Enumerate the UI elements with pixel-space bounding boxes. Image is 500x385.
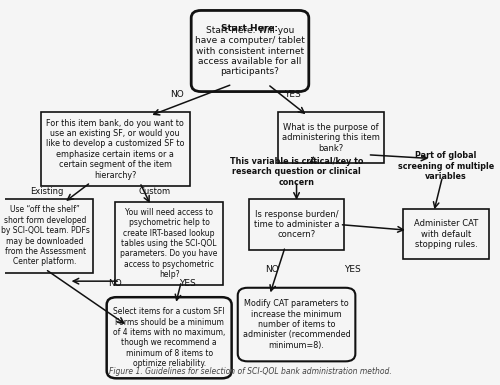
Text: NO: NO xyxy=(170,90,184,99)
FancyBboxPatch shape xyxy=(278,112,384,163)
Text: Use “off the shelf”
short form developed
by SCI-QOL team. PDFs
may be downloaded: Use “off the shelf” short form developed… xyxy=(0,205,90,266)
FancyBboxPatch shape xyxy=(0,199,93,273)
Text: YES: YES xyxy=(284,90,300,99)
Text: This variable is critical/key to
research question or clinical
concern: This variable is critical/key to researc… xyxy=(230,157,363,187)
Text: Custom: Custom xyxy=(138,187,170,196)
FancyBboxPatch shape xyxy=(403,209,489,259)
FancyBboxPatch shape xyxy=(249,199,344,250)
Text: Part of global
screening of multiple
variables: Part of global screening of multiple var… xyxy=(398,151,494,181)
Text: What is the purpose of
administering this item
bank?: What is the purpose of administering thi… xyxy=(282,123,380,153)
Text: Administer CAT
with default
stopping rules.: Administer CAT with default stopping rul… xyxy=(414,219,478,249)
Text: Is response burden/
time to administer a
concern?: Is response burden/ time to administer a… xyxy=(254,210,340,239)
Text: Select items for a custom SFI
Forms should be a minimum
of 4 items with no maxim: Select items for a custom SFI Forms shou… xyxy=(113,307,226,368)
Text: NO: NO xyxy=(265,265,279,275)
FancyBboxPatch shape xyxy=(238,288,356,362)
FancyBboxPatch shape xyxy=(106,297,232,378)
FancyBboxPatch shape xyxy=(115,202,223,285)
Text: YES: YES xyxy=(180,279,196,288)
Text: YES: YES xyxy=(344,265,362,275)
Text: Start Here: Will you
have a computer/ tablet
with consistent internet
access ava: Start Here: Will you have a computer/ ta… xyxy=(195,26,305,76)
FancyBboxPatch shape xyxy=(40,112,190,186)
Text: Figure 1. Guidelines for selection of SCI-QOL bank administration method.: Figure 1. Guidelines for selection of SC… xyxy=(108,367,392,376)
Text: For this item bank, do you want to
use an existing SF, or would you
like to deve: For this item bank, do you want to use a… xyxy=(46,119,184,180)
FancyBboxPatch shape xyxy=(191,10,309,92)
Text: NO: NO xyxy=(108,279,122,288)
Text: Existing: Existing xyxy=(30,187,64,196)
Text: You will need access to
psychometric help to
create IRT-based lookup
tables usin: You will need access to psychometric hel… xyxy=(120,208,218,279)
Text: Modify CAT parameters to
increase the minimum
number of items to
administer (rec: Modify CAT parameters to increase the mi… xyxy=(242,299,350,350)
Text: Start Here:: Start Here: xyxy=(220,24,278,33)
